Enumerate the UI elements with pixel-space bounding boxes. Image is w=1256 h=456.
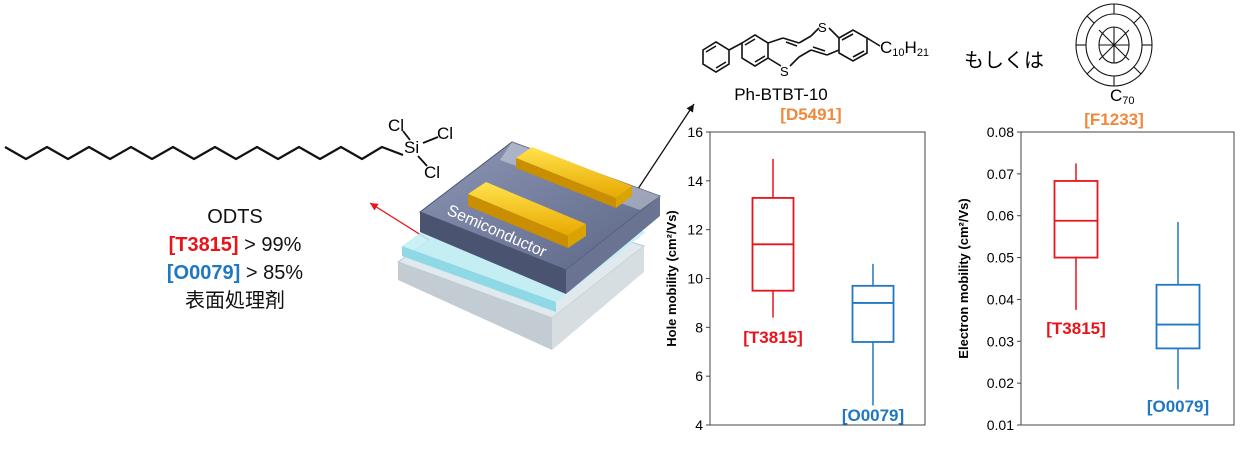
si-atom: Si [404, 138, 419, 157]
c70-structure [1075, 3, 1153, 87]
y-axis-label: Hole mobility (cm²/Vs) [664, 210, 679, 347]
cl-atom-right: Cl [437, 124, 453, 143]
box-series-t3815: [T3815] [1046, 163, 1106, 338]
series-label: [O0079] [1147, 397, 1209, 416]
box-series-o0079: [O0079] [842, 263, 904, 425]
c70-code: [F1233] [1084, 110, 1144, 129]
y-tick-label: 0.07 [987, 166, 1014, 182]
box-series-o0079: [O0079] [1147, 221, 1209, 416]
connector-text: もしくは [964, 50, 1044, 72]
odts-line-o0079: [O0079] > 85% [135, 259, 335, 287]
gold-electrode-top [516, 147, 632, 198]
sulfur-atom-top: S [818, 20, 827, 35]
y-tick-label: 0.01 [987, 417, 1014, 433]
y-tick-label: 16 [687, 124, 703, 140]
series-label: [O0079] [842, 406, 904, 425]
odts-line-t3815: [T3815] > 99% [135, 231, 335, 259]
odts-caption: 表面処理剤 [185, 290, 285, 312]
y-axis-label: Electron mobility (cm²/Vs) [956, 198, 971, 358]
cl-atom-bottom: Cl [424, 163, 440, 182]
code-o0079: [O0079] [166, 262, 241, 284]
device-illustration: Semiconductor [396, 141, 662, 350]
electron-mobility-chart: 0.01 0.02 0.03 0.04 0.05 0.06 0.07 0.08 Electron… [956, 124, 1235, 433]
box-iqr [851, 284, 895, 343]
plot-frame [709, 131, 926, 426]
y-tick-label: 0.05 [987, 250, 1014, 266]
y-tick-label: 0.06 [987, 208, 1014, 224]
code-t3815: [T3815] [168, 234, 239, 256]
series-label: [T3815] [1046, 319, 1106, 338]
alkyl-substituent: C10H21 [880, 38, 929, 59]
y-tick-label: 8 [695, 319, 703, 335]
sulfur-atom-bottom: S [780, 64, 789, 79]
alkyl-chain [4, 145, 404, 161]
box-series-t3815: [T3815] [743, 158, 803, 347]
y-tick-label: 0.08 [987, 124, 1014, 140]
btbt-name: Ph-BTBT-10 [734, 85, 828, 104]
y-tick-label: 14 [687, 173, 703, 189]
series-label: [T3815] [743, 328, 803, 347]
cl-atom-top: Cl [388, 116, 404, 135]
y-tick-label: 10 [687, 271, 703, 287]
y-tick-label: 4 [695, 417, 703, 433]
y-tick-label: 0.02 [987, 375, 1014, 391]
odts-name: ODTS [207, 206, 263, 228]
c70-name: C70 [1110, 86, 1135, 107]
plot-frame [1020, 131, 1235, 426]
odts-label-block: ODTS [T3815] > 99% [O0079] > 85% 表面処理剤 [135, 203, 335, 315]
btbt-code: [D5491] [780, 105, 841, 124]
hole-mobility-chart: 4 6 8 10 12 14 16 Hole mobility (cm²/Vs) [T3815]… [664, 124, 926, 433]
y-tick-label: 12 [687, 222, 703, 238]
btbt-structure [702, 27, 881, 73]
purity-t3815: > 99% [244, 234, 302, 256]
y-tick-label: 0.04 [987, 291, 1014, 307]
black-arrow [631, 103, 695, 199]
box-iqr [1053, 180, 1099, 259]
box-iqr [1155, 283, 1201, 350]
y-tick-label: 6 [695, 368, 703, 384]
purity-o0079: > 85% [245, 262, 304, 284]
gold-electrode-bottom [468, 182, 586, 236]
y-tick-label: 0.03 [987, 333, 1014, 349]
